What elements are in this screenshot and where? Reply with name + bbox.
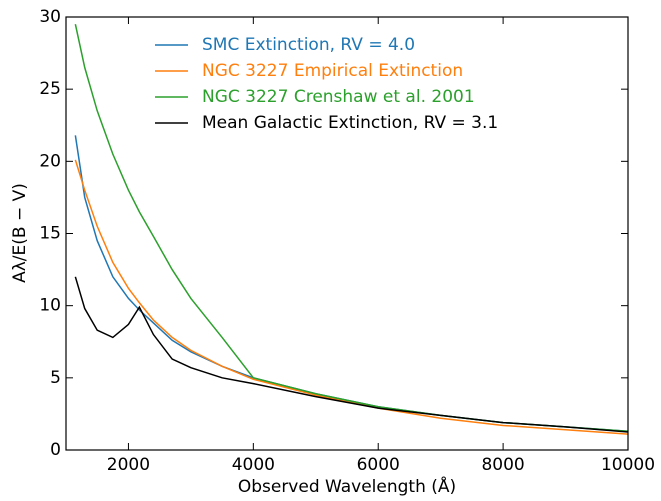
x-tick-label: 2000 [107, 455, 150, 475]
y-tick-label: 30 [39, 7, 61, 27]
plot-frame [65, 16, 629, 451]
y-tick-label: 0 [50, 440, 61, 460]
x-tick-label: 6000 [357, 455, 400, 475]
y-tick-label: 20 [39, 151, 61, 171]
series-line [74, 159, 629, 435]
series-line [74, 135, 629, 432]
x-tick-label: 8000 [481, 455, 524, 475]
x-tick-label: 10000 [601, 455, 655, 475]
series-line [74, 24, 629, 432]
y-tick-label: 15 [39, 224, 61, 244]
x-axis-label: Observed Wavelength (Å) [238, 475, 456, 497]
legend-label: NGC 3227 Crenshaw et al. 2001 [202, 87, 475, 107]
legend-label: SMC Extinction, RV = 4.0 [202, 35, 415, 55]
x-tick-label: 4000 [232, 455, 275, 475]
series-line [74, 276, 629, 433]
y-axis-label: Aλ/E(B − V) [10, 183, 30, 283]
y-tick-label: 10 [39, 296, 61, 316]
legend-label: NGC 3227 Empirical Extinction [202, 61, 463, 81]
y-tick-label: 25 [39, 79, 61, 99]
y-tick-label: 5 [50, 368, 61, 388]
legend-label: Mean Galactic Extinction, RV = 3.1 [202, 113, 498, 133]
